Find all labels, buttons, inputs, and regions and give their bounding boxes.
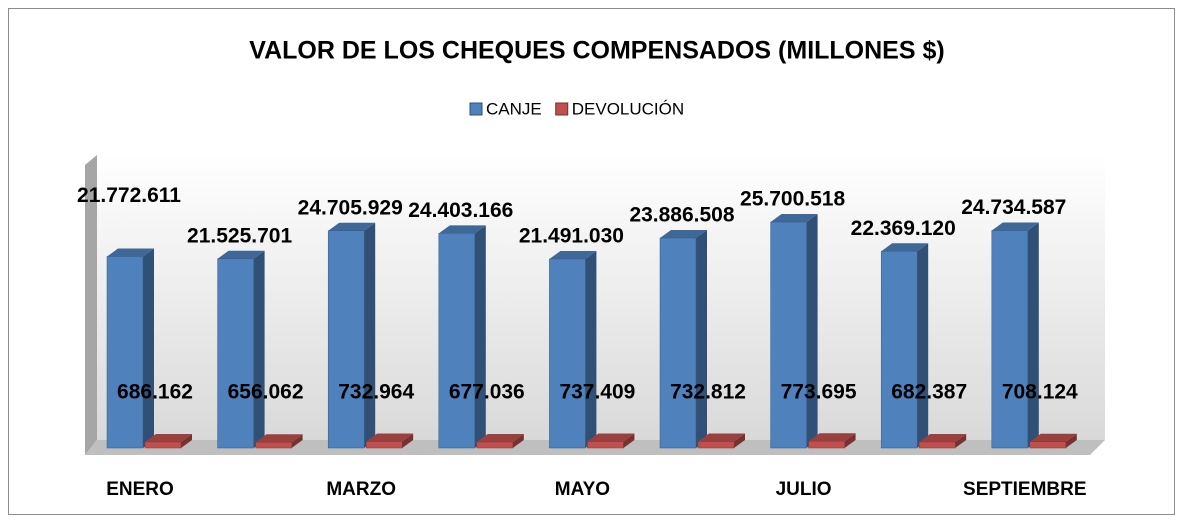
- bar: [549, 258, 586, 449]
- value-label: 708.124: [1002, 381, 1078, 404]
- legend-swatch: [555, 102, 569, 116]
- bar-top: [107, 248, 154, 257]
- bar-top: [476, 434, 524, 443]
- x-tick-label: SEPTIEMBRE: [963, 479, 1087, 500]
- value-label: 732.812: [670, 381, 746, 404]
- legend-swatch: [469, 102, 483, 116]
- bar: [918, 441, 956, 449]
- value-label: 732.964: [338, 381, 414, 404]
- value-label: 25.700.518: [740, 188, 845, 211]
- bar-top: [366, 433, 414, 442]
- value-label: 682.387: [891, 381, 967, 404]
- side-wall: [85, 155, 97, 455]
- legend-label: DEVOLUCIÓN: [572, 99, 684, 118]
- bar-side: [364, 222, 376, 448]
- value-label: 773.695: [781, 381, 857, 404]
- bar: [144, 441, 182, 449]
- bar-top: [698, 433, 745, 442]
- value-label: 677.036: [449, 381, 525, 404]
- legend-label: CANJE: [486, 99, 542, 118]
- bar-side: [734, 433, 745, 448]
- value-label: 21.772.611: [77, 184, 181, 207]
- bar-top: [145, 433, 192, 442]
- bar-side: [474, 225, 486, 448]
- bar-top: [1029, 433, 1077, 442]
- bar-top: [549, 251, 597, 260]
- bar-top: [770, 214, 818, 222]
- bar-side: [917, 243, 929, 448]
- bar: [697, 441, 735, 449]
- bar-side: [291, 434, 303, 448]
- bar-side: [806, 214, 818, 448]
- bar: [770, 221, 807, 449]
- bar-top: [919, 433, 967, 442]
- bar: [808, 440, 845, 449]
- bar-top: [808, 433, 856, 442]
- back-wall: [97, 155, 1105, 440]
- bar-top: [587, 433, 635, 442]
- bar: [327, 230, 365, 449]
- bar: [476, 441, 514, 449]
- bar-top: [881, 243, 929, 252]
- bar: [438, 233, 476, 449]
- x-tick-label: ENERO: [106, 479, 174, 500]
- value-label: 22.369.120: [851, 217, 956, 240]
- value-label: 24.734.587: [961, 196, 1066, 219]
- bar-side: [696, 229, 707, 448]
- value-label: 23.886.508: [629, 203, 734, 226]
- value-label: 737.409: [559, 381, 635, 404]
- value-label: 21.525.701: [187, 224, 292, 247]
- x-tick-label: MARZO: [326, 479, 396, 500]
- bar-side: [181, 433, 192, 448]
- bar-side: [1065, 433, 1077, 448]
- bar: [1029, 441, 1067, 449]
- value-label: 686.162: [117, 381, 193, 404]
- bar-top: [255, 434, 303, 443]
- bar-side: [955, 433, 967, 448]
- bar-top: [991, 222, 1039, 231]
- bar: [365, 441, 403, 449]
- bar-side: [623, 433, 635, 448]
- bar: [217, 258, 254, 449]
- bar-side: [512, 434, 524, 448]
- bar: [991, 230, 1029, 449]
- bar-side: [402, 433, 414, 448]
- bar: [880, 251, 918, 449]
- bar-top: [217, 250, 265, 259]
- bar-top: [328, 222, 376, 231]
- value-label: 21.491.030: [519, 225, 624, 248]
- bar: [255, 441, 292, 449]
- bar-side: [143, 248, 154, 448]
- value-label: 24.705.929: [298, 196, 403, 219]
- bar-side: [1027, 222, 1039, 448]
- value-label: 24.403.166: [408, 199, 513, 222]
- bar-side: [585, 251, 597, 448]
- bar-top: [438, 225, 486, 234]
- bar: [659, 237, 697, 449]
- bar: [587, 441, 624, 449]
- bar-side: [253, 250, 265, 448]
- bar: [106, 256, 144, 449]
- x-tick-label: JULIO: [776, 479, 832, 500]
- x-tick-label: MAYO: [555, 479, 610, 500]
- chart-title: VALOR DE LOS CHEQUES COMPENSADOS (MILLON…: [249, 37, 944, 65]
- value-label: 656.062: [228, 381, 304, 404]
- bar-top: [660, 229, 707, 238]
- bar-side: [844, 433, 856, 448]
